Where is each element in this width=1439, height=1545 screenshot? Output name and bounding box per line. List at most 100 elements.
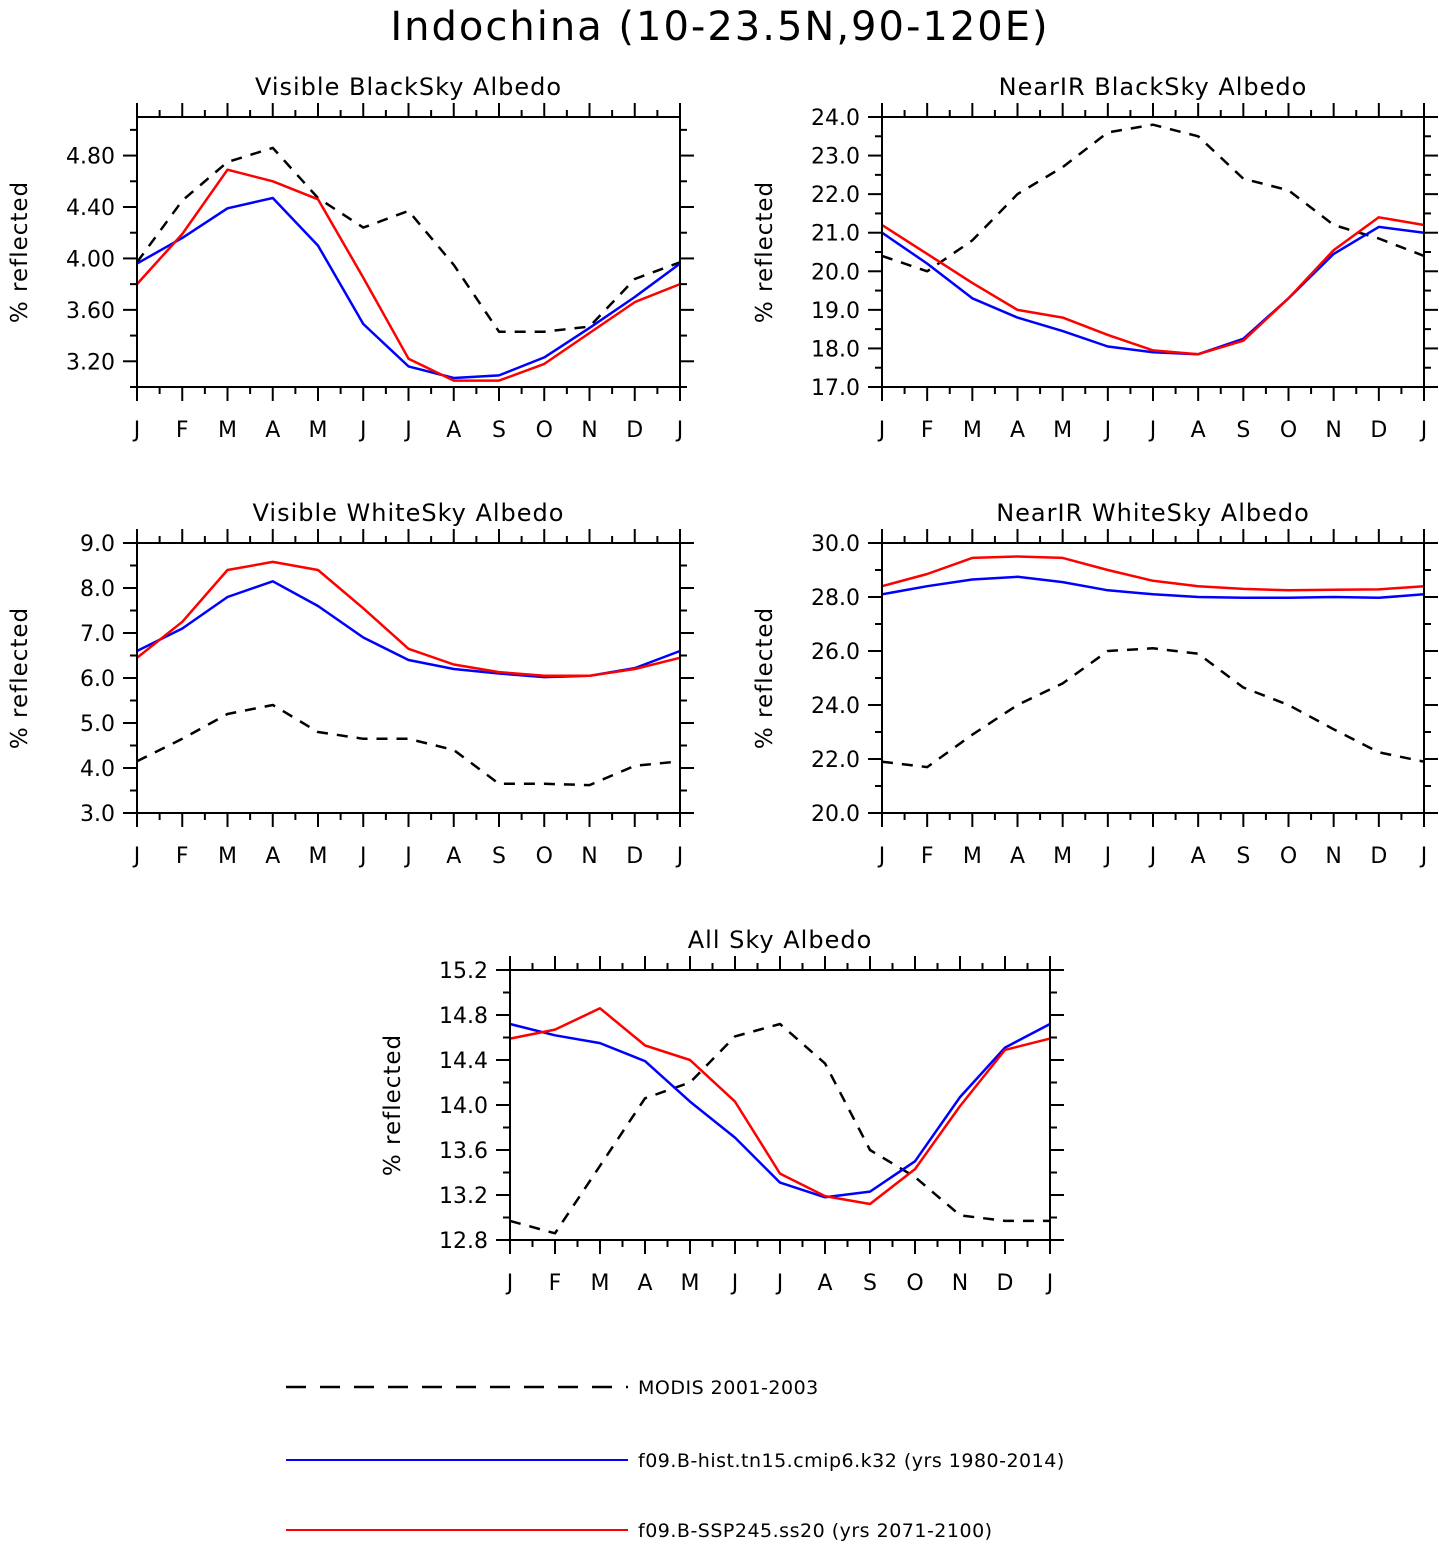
series-line-ssp245 — [136, 168, 681, 382]
x-tick-label: N — [1325, 418, 1341, 443]
x-tick-label: D — [626, 418, 643, 443]
y-axis-label: % reflected — [752, 181, 778, 323]
x-tick-label: O — [906, 1271, 923, 1296]
series-line-modis — [135, 146, 681, 333]
panel-title: NearIR WhiteSky Albedo — [996, 499, 1310, 527]
x-tick-label: A — [1191, 844, 1206, 869]
series-line-ssp245 — [136, 560, 681, 678]
plot-frame — [509, 969, 1051, 1241]
panel-title: All Sky Albedo — [688, 926, 873, 954]
plot-frame — [136, 542, 681, 814]
x-tick-label: J — [358, 418, 367, 443]
x-tick-label: J — [675, 844, 684, 869]
x-tick-label: M — [963, 844, 982, 869]
x-tick-label: O — [536, 418, 553, 443]
y-axis-label: % reflected — [7, 607, 33, 749]
y-tick-label: 20.0 — [811, 260, 860, 285]
y-tick-label: 14.4 — [439, 1049, 488, 1074]
x-tick-label: S — [863, 1271, 877, 1296]
x-tick-label: D — [626, 844, 643, 869]
x-tick-label: N — [581, 844, 597, 869]
x-tick-label: M — [309, 844, 328, 869]
x-tick-label: M — [963, 418, 982, 443]
y-tick-label: 28.0 — [811, 586, 860, 611]
y-axis-label: % reflected — [380, 1034, 406, 1176]
y-tick-label: 20.0 — [811, 802, 860, 827]
x-tick-label: J — [505, 1271, 514, 1296]
x-tick-label: M — [1053, 844, 1072, 869]
x-tick-label: D — [1370, 418, 1387, 443]
figure-title: Indochina (10-23.5N,90-120E) — [390, 4, 1049, 50]
y-tick-label: 3.60 — [66, 299, 115, 324]
x-tick-label: J — [358, 844, 367, 869]
y-tick-label: 23.0 — [811, 145, 860, 170]
y-tick-label: 14.0 — [439, 1094, 488, 1119]
x-tick-label: F — [921, 418, 934, 443]
y-tick-label: 13.2 — [439, 1184, 488, 1209]
panel-2: Visible WhiteSky Albedo % reflected J F M A M J… — [7, 499, 694, 869]
legend-label-hist: f09.B-hist.tn15.cmip6.k32 (yrs 1980-2014… — [638, 1450, 1065, 1472]
series-line-hist — [881, 575, 1425, 600]
y-tick-label: 24.0 — [811, 694, 860, 719]
series-line-hist — [509, 1022, 1051, 1199]
x-tick-label: J — [1148, 844, 1157, 869]
x-tick-label: S — [1236, 844, 1250, 869]
y-tick-label: 9.0 — [80, 532, 115, 557]
y-tick-label: 4.00 — [66, 247, 115, 272]
series-line-hist — [881, 225, 1425, 356]
y-tick-label: 22.0 — [811, 748, 860, 773]
y-tick-label: 6.0 — [80, 667, 115, 692]
x-tick-label: J — [877, 844, 886, 869]
y-tick-label: 7.0 — [80, 622, 115, 647]
y-tick-label: 4.80 — [66, 145, 115, 170]
panel-1: NearIR BlackSky Albedo % reflected J F M A M J J… — [752, 73, 1438, 443]
x-tick-label: S — [492, 418, 506, 443]
x-tick-label: M — [591, 1271, 610, 1296]
series-line-ssp245 — [881, 216, 1425, 356]
x-tick-label: A — [637, 1271, 652, 1296]
legend-label-ssp245: f09.B-SSP245.ss20 (yrs 2071-2100) — [638, 1520, 993, 1542]
x-tick-label: J — [1419, 418, 1428, 443]
x-tick-label: M — [1053, 418, 1072, 443]
x-tick-label: N — [952, 1271, 968, 1296]
x-tick-label: A — [1010, 418, 1025, 443]
panel-3: NearIR WhiteSky Albedo % reflected J F M A M J J… — [752, 499, 1438, 869]
x-tick-label: A — [817, 1271, 832, 1296]
x-tick-label: D — [1370, 844, 1387, 869]
x-tick-label: S — [1236, 418, 1250, 443]
series-line-modis — [136, 703, 681, 787]
y-tick-label: 12.8 — [439, 1229, 488, 1254]
y-tick-label: 24.0 — [811, 106, 860, 131]
x-tick-label: J — [132, 844, 141, 869]
y-tick-label: 26.0 — [811, 640, 860, 665]
y-tick-label: 19.0 — [811, 299, 860, 324]
x-tick-label: M — [218, 844, 237, 869]
x-tick-label: M — [309, 418, 328, 443]
y-tick-label: 13.6 — [439, 1139, 488, 1164]
x-tick-label: A — [446, 418, 461, 443]
y-tick-label: 14.8 — [439, 1004, 488, 1029]
x-tick-label: J — [1419, 844, 1428, 869]
legend: MODIS 2001-2003 f09.B-hist.tn15.cmip6.k3… — [286, 1377, 1065, 1542]
x-tick-label: J — [1103, 418, 1112, 443]
x-tick-label: J — [1103, 844, 1112, 869]
y-tick-label: 17.0 — [811, 376, 860, 401]
x-tick-label: N — [1325, 844, 1341, 869]
series-line-modis — [881, 647, 1425, 769]
x-tick-label: N — [581, 418, 597, 443]
x-tick-label: O — [536, 844, 553, 869]
plot-frame — [881, 116, 1425, 388]
x-tick-label: A — [1191, 418, 1206, 443]
panel-title: Visible BlackSky Albedo — [255, 73, 562, 101]
x-tick-label: A — [265, 844, 280, 869]
x-tick-label: J — [775, 1271, 784, 1296]
plot-frame — [136, 116, 681, 388]
y-tick-label: 21.0 — [811, 222, 860, 247]
x-tick-label: M — [681, 1271, 700, 1296]
x-tick-label: F — [921, 844, 934, 869]
series-line-ssp245 — [509, 1007, 1051, 1206]
x-tick-label: J — [675, 418, 684, 443]
y-axis-label: % reflected — [752, 607, 778, 749]
x-tick-label: J — [403, 844, 412, 869]
